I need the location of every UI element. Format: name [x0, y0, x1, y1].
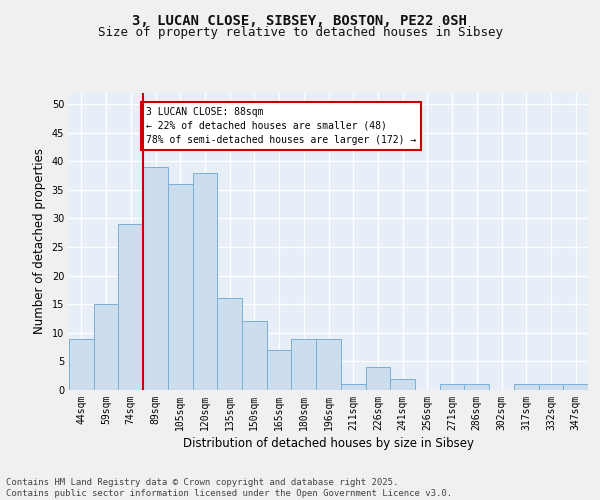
Bar [464, 384, 489, 390]
Bar [365, 367, 390, 390]
Bar [292, 338, 316, 390]
Text: 3 LUCAN CLOSE: 88sqm
← 22% of detached houses are smaller (48)
78% of semi-detac: 3 LUCAN CLOSE: 88sqm ← 22% of detached h… [146, 107, 416, 145]
Text: Size of property relative to detached houses in Sibsey: Size of property relative to detached ho… [97, 26, 503, 39]
Bar [316, 338, 341, 390]
Bar [193, 172, 217, 390]
Text: Contains HM Land Registry data © Crown copyright and database right 2025.
Contai: Contains HM Land Registry data © Crown c… [6, 478, 452, 498]
Bar [143, 167, 168, 390]
Bar [217, 298, 242, 390]
Text: 3, LUCAN CLOSE, SIBSEY, BOSTON, PE22 0SH: 3, LUCAN CLOSE, SIBSEY, BOSTON, PE22 0SH [133, 14, 467, 28]
Bar [267, 350, 292, 390]
Bar [118, 224, 143, 390]
X-axis label: Distribution of detached houses by size in Sibsey: Distribution of detached houses by size … [183, 437, 474, 450]
Bar [341, 384, 365, 390]
Bar [440, 384, 464, 390]
Bar [514, 384, 539, 390]
Bar [539, 384, 563, 390]
Y-axis label: Number of detached properties: Number of detached properties [33, 148, 46, 334]
Bar [242, 322, 267, 390]
Bar [69, 338, 94, 390]
Bar [94, 304, 118, 390]
Bar [168, 184, 193, 390]
Bar [390, 378, 415, 390]
Bar [563, 384, 588, 390]
